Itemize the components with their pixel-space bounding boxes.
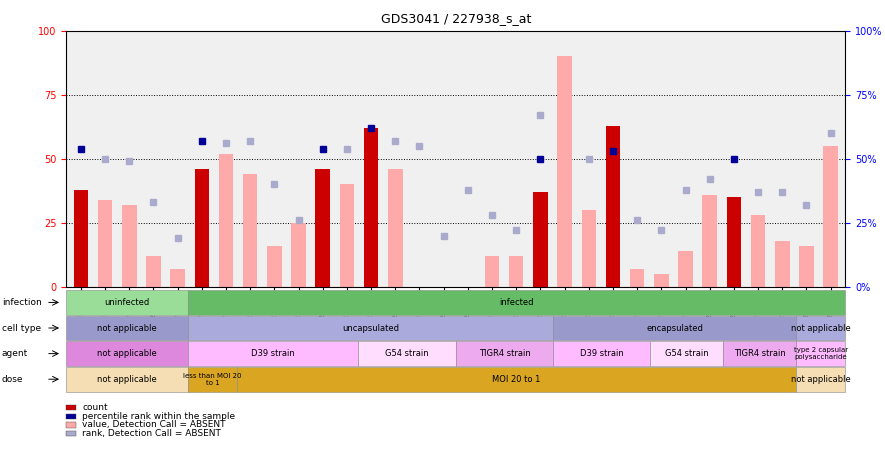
Bar [98,200,112,287]
Bar [122,205,136,287]
Text: not applicable: not applicable [97,324,158,332]
Text: uninfected: uninfected [104,298,150,307]
Bar [630,269,644,287]
Bar [775,241,789,287]
Bar [171,269,185,287]
Bar [146,256,161,287]
Text: GDS3041 / 227938_s_at: GDS3041 / 227938_s_at [381,12,531,25]
Bar [364,128,379,287]
Text: D39 strain: D39 strain [251,349,295,358]
Text: less than MOI 20
to 1: less than MOI 20 to 1 [183,373,242,386]
Text: G54 strain: G54 strain [666,349,709,358]
Text: encapsulated: encapsulated [646,324,704,332]
Bar [581,210,596,287]
Bar [703,195,717,287]
Bar [485,256,499,287]
Text: infection: infection [2,298,42,307]
Text: G54 strain: G54 strain [385,349,429,358]
Bar [195,169,209,287]
Text: rank, Detection Call = ABSENT: rank, Detection Call = ABSENT [82,429,221,438]
Text: not applicable: not applicable [791,375,850,383]
Text: not applicable: not applicable [97,375,158,383]
Text: uncapsulated: uncapsulated [342,324,399,332]
Text: not applicable: not applicable [97,349,158,358]
Bar [73,190,88,287]
Bar [654,274,668,287]
Text: D39 strain: D39 strain [580,349,624,358]
Bar [243,174,258,287]
Bar [533,192,548,287]
Bar [267,246,281,287]
Text: cell type: cell type [2,324,41,332]
Bar [509,256,524,287]
Bar [291,223,306,287]
Text: not applicable: not applicable [791,324,850,332]
Text: TIGR4 strain: TIGR4 strain [479,349,530,358]
Text: MOI 20 to 1: MOI 20 to 1 [492,375,541,383]
Bar [388,169,403,287]
Bar [605,126,620,287]
Text: TIGR4 strain: TIGR4 strain [735,349,786,358]
Bar [340,184,354,287]
Bar [678,251,693,287]
Bar [558,56,572,287]
Text: infected: infected [499,298,534,307]
Bar [799,246,813,287]
Bar [219,154,234,287]
Text: count: count [82,403,108,412]
Text: value, Detection Call = ABSENT: value, Detection Call = ABSENT [82,420,226,429]
Text: percentile rank within the sample: percentile rank within the sample [82,412,235,421]
Bar [823,146,838,287]
Text: agent: agent [2,349,28,358]
Bar [315,169,330,287]
Text: type 2 capsular
polysaccharide: type 2 capsular polysaccharide [794,347,848,360]
Bar [750,215,766,287]
Bar [727,197,741,287]
Text: dose: dose [2,375,23,383]
